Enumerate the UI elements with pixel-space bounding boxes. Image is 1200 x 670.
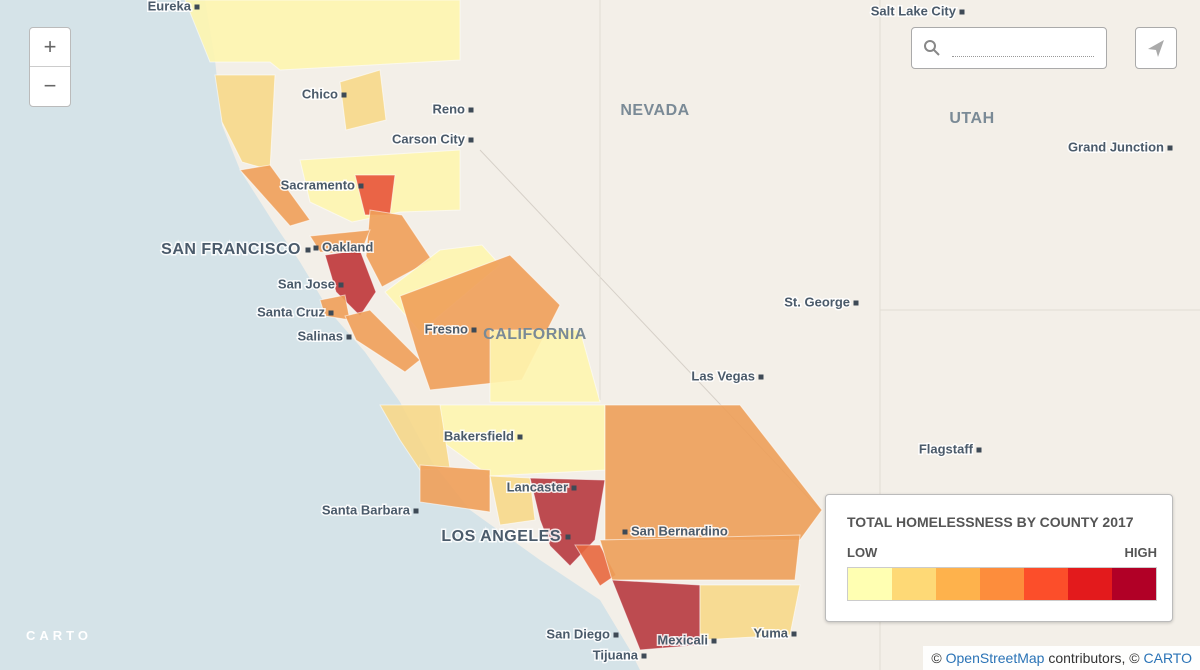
city-label: Carson City [392, 131, 466, 146]
city-label: Yuma [753, 625, 788, 640]
major-city-label: SAN FRANCISCO [161, 241, 301, 258]
city-label: Mexicali [657, 632, 708, 647]
legend-swatch [1068, 568, 1112, 600]
state-label: CALIFORNIA [483, 326, 587, 343]
city-label: Chico [302, 86, 338, 101]
city-label: Sacramento [281, 177, 355, 192]
city-label: Tijuana [593, 647, 639, 662]
city-dot [758, 374, 764, 380]
city-dot [976, 447, 982, 453]
zoom-in-button[interactable]: + [30, 28, 70, 67]
search-icon [924, 40, 940, 56]
city-label: Bakersfield [444, 428, 514, 443]
city-label: Las Vegas [691, 368, 755, 383]
major-city-label: LOS ANGELES [441, 528, 561, 545]
state-label: UTAH [949, 110, 994, 127]
city-label: Reno [433, 101, 466, 116]
city-dot [1167, 145, 1173, 151]
city-dot [711, 638, 717, 644]
city-label: San Diego [546, 626, 610, 641]
carto-logo: CARTO [26, 628, 92, 643]
city-dot [341, 92, 347, 98]
counties [184, 0, 823, 651]
city-label: Santa Barbara [322, 502, 411, 517]
city-label: Salt Lake City [871, 3, 957, 18]
legend-low: LOW [847, 545, 878, 560]
city-dot [791, 631, 797, 637]
search-underline [952, 56, 1094, 57]
city-dot [194, 4, 200, 10]
state-label: NEVADA [620, 102, 689, 119]
city-dot [853, 300, 859, 306]
attribution: © OpenStreetMap contributors, © CARTO [923, 646, 1200, 670]
legend-ramp [847, 567, 1157, 601]
osm-link[interactable]: OpenStreetMap [945, 650, 1045, 666]
ocean [0, 0, 640, 670]
city-label: Salinas [297, 328, 343, 343]
city-dot [328, 310, 334, 316]
city-label: Fresno [425, 321, 468, 336]
legend-swatch [1112, 568, 1156, 600]
city-dot [468, 137, 474, 143]
city-label: Flagstaff [919, 441, 974, 456]
city-label: St. George [784, 294, 850, 309]
locate-icon [1148, 40, 1164, 57]
attribution-prefix: © [931, 650, 942, 666]
city-dot [622, 529, 628, 535]
city-dot [313, 245, 319, 251]
city-dot [571, 485, 577, 491]
city-label: San Jose [278, 276, 335, 291]
legend-swatch [848, 568, 892, 600]
city-dot [517, 434, 523, 440]
city-dot [613, 632, 619, 638]
city-label: Oakland [322, 239, 373, 254]
city-label: Santa Cruz [257, 304, 325, 319]
city-dot [358, 183, 364, 189]
search-box[interactable] [911, 27, 1107, 69]
labels: Eureka Chico Reno Carson City Sacramento Oakl… [146, 0, 1173, 664]
city-dot [641, 653, 647, 659]
city-dot [346, 334, 352, 340]
city-dot [305, 247, 311, 253]
legend-swatch [892, 568, 936, 600]
zoom-out-button[interactable]: − [43, 73, 57, 98]
legend-swatch [1024, 568, 1068, 600]
city-dot [338, 282, 344, 288]
legend-swatch [980, 568, 1024, 600]
city-label: Grand Junction [1068, 139, 1164, 154]
legend-title: TOTAL HOMELESSNESS BY COUNTY 2017 [847, 514, 1134, 530]
legend-swatch [936, 568, 980, 600]
city-label: Eureka [148, 0, 192, 13]
city-dot [565, 534, 571, 540]
legend-high: HIGH [1124, 545, 1158, 560]
city-dot [468, 107, 474, 113]
city-label: San Bernardino [631, 523, 728, 538]
locate-button[interactable] [1135, 27, 1177, 69]
legend: TOTAL HOMELESSNESS BY COUNTY 2017 LOW HI… [825, 494, 1173, 622]
attribution-middle: contributors, © [1048, 650, 1140, 666]
city-dot [471, 327, 477, 333]
city-label: Lancaster [507, 479, 568, 494]
city-dot [959, 9, 965, 15]
zoom-control: + − [29, 27, 71, 107]
city-dot [413, 508, 419, 514]
carto-link[interactable]: CARTO [1143, 650, 1193, 666]
